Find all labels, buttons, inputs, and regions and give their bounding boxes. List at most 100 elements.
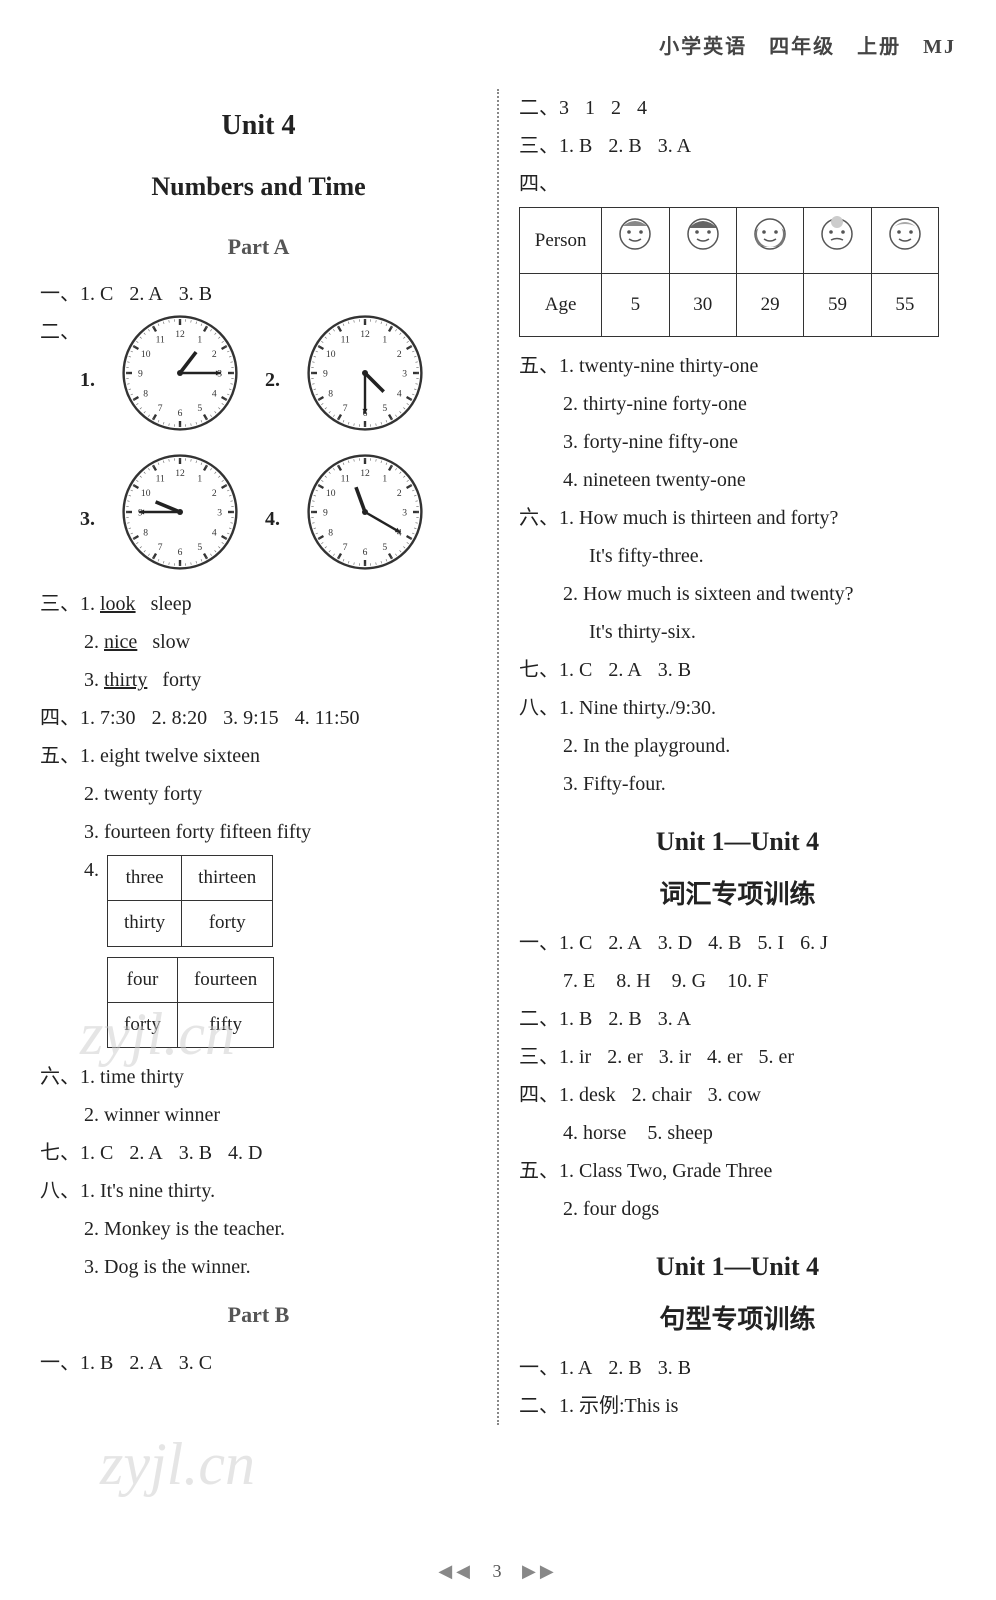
left-column: Unit 4 Numbers and Time Part A 一、 1. C 2… bbox=[40, 89, 477, 1425]
face-cell bbox=[871, 208, 938, 274]
cell: fifty bbox=[177, 1002, 273, 1047]
svg-text:12: 12 bbox=[360, 329, 370, 340]
answer: 2. How much is sixteen and twenty? bbox=[519, 575, 956, 613]
svg-text:10: 10 bbox=[326, 488, 336, 499]
answer: 2. A bbox=[608, 924, 641, 962]
answer: 1. twenty-nine thirty-one bbox=[559, 347, 758, 385]
answer: 8. H bbox=[616, 970, 650, 992]
word: thirty bbox=[104, 669, 147, 691]
cell: three bbox=[108, 856, 182, 901]
answer: 4. er bbox=[707, 1038, 743, 1076]
label: 四、 bbox=[40, 699, 80, 737]
face-cell bbox=[602, 208, 669, 274]
answer: 4. B bbox=[708, 924, 741, 962]
svg-text:4: 4 bbox=[212, 528, 217, 539]
answer: 1. C bbox=[559, 651, 592, 689]
svg-text:12: 12 bbox=[175, 468, 185, 479]
label: 六、 bbox=[40, 1058, 80, 1096]
s1q4-block: 四、 1. desk 2. chair 3. cow 4. horse 5. s… bbox=[519, 1076, 956, 1152]
q6-block: 六、 1. time thirty 2. winner winner bbox=[40, 1058, 477, 1134]
cell: fourteen bbox=[177, 957, 273, 1002]
answer: 2. B bbox=[608, 1000, 641, 1038]
person-age-table: Person Age 5 30 29 59 55 bbox=[519, 207, 939, 337]
answer: 2. A bbox=[129, 1344, 162, 1382]
rq2-row: 二、 3 1 2 4 bbox=[519, 89, 956, 127]
answer: 2. thirty-nine forty-one bbox=[519, 385, 956, 423]
svg-text:11: 11 bbox=[156, 335, 165, 346]
clock-number: 2. bbox=[265, 361, 295, 399]
age-cell: 29 bbox=[736, 274, 803, 337]
svg-text:6: 6 bbox=[178, 409, 183, 420]
svg-text:3: 3 bbox=[402, 369, 407, 380]
answer: 1. C bbox=[80, 1134, 113, 1172]
svg-text:1: 1 bbox=[382, 335, 387, 346]
unit-subtitle: Numbers and Time bbox=[40, 162, 477, 211]
clock-grid: 1. 121234567891011 2. 121234567891011 3.… bbox=[80, 313, 440, 585]
svg-text:4: 4 bbox=[212, 389, 217, 400]
svg-text:11: 11 bbox=[156, 474, 165, 485]
word-table-1: threethirteen thirtyforty bbox=[107, 855, 273, 946]
svg-text:2: 2 bbox=[212, 488, 217, 499]
num: 3. bbox=[84, 669, 99, 691]
word: forty bbox=[162, 669, 201, 691]
answer: 2. A bbox=[129, 275, 162, 313]
rq6-block: 六、 1. How much is thirteen and forty? It… bbox=[519, 499, 956, 651]
answer: 6. J bbox=[800, 924, 828, 962]
answer: 4. horse bbox=[563, 1122, 626, 1144]
answer: 4. D bbox=[228, 1134, 262, 1172]
answer: 3. B bbox=[658, 1349, 691, 1387]
svg-text:4: 4 bbox=[397, 389, 402, 400]
label: 七、 bbox=[519, 651, 559, 689]
answer: 1. A bbox=[559, 1349, 592, 1387]
answer: 4 bbox=[637, 89, 647, 127]
rq7-row: 七、 1. C 2. A 3. B bbox=[519, 651, 956, 689]
page-footer: ◀◀ 3 ▶▶ bbox=[0, 1561, 996, 1582]
part-b-title: Part B bbox=[40, 1294, 477, 1336]
age-cell: 30 bbox=[669, 274, 736, 337]
svg-text:10: 10 bbox=[141, 488, 151, 499]
svg-text:2: 2 bbox=[397, 488, 402, 499]
label: 六、 bbox=[519, 499, 559, 537]
answer: 7. E bbox=[563, 970, 595, 992]
label: 一、 bbox=[40, 275, 80, 313]
age-cell: 5 bbox=[602, 274, 669, 337]
svg-text:9: 9 bbox=[323, 508, 328, 519]
answer: 3. D bbox=[658, 924, 692, 962]
svg-text:1: 1 bbox=[197, 335, 202, 346]
answer: 5. sheep bbox=[647, 1122, 713, 1144]
svg-text:7: 7 bbox=[343, 403, 348, 414]
answer: 3. ir bbox=[659, 1038, 691, 1076]
special1-title1: Unit 1—Unit 4 bbox=[519, 817, 956, 866]
answer: It's fifty-three. bbox=[519, 537, 956, 575]
answer: 3. A bbox=[658, 127, 691, 165]
face-cell bbox=[804, 208, 871, 274]
svg-text:1: 1 bbox=[382, 474, 387, 485]
column-divider bbox=[497, 89, 499, 1425]
cell: forty bbox=[108, 1002, 178, 1047]
rq4-row: 四、 Person Age 5 30 29 bbox=[519, 165, 956, 347]
num: 1. bbox=[80, 593, 95, 615]
answer: 1. Nine thirty./9:30. bbox=[559, 689, 716, 727]
svg-text:10: 10 bbox=[141, 349, 151, 360]
answer: 1. eight twelve sixteen bbox=[80, 737, 260, 775]
footer-left-arrows: ◀◀ bbox=[438, 1561, 474, 1581]
label: 八、 bbox=[519, 689, 559, 727]
label: 一、 bbox=[519, 1349, 559, 1387]
label: 三、 bbox=[40, 585, 80, 623]
answer: 2. chair bbox=[632, 1076, 692, 1114]
answer: 1. B bbox=[559, 1000, 592, 1038]
answer: 3. forty-nine fifty-one bbox=[519, 423, 956, 461]
answer: 10. F bbox=[727, 970, 768, 992]
answer: 1. time thirty bbox=[80, 1058, 184, 1096]
cell: thirty bbox=[108, 901, 182, 946]
svg-text:9: 9 bbox=[138, 369, 143, 380]
svg-text:5: 5 bbox=[382, 542, 387, 553]
clock-number: 4. bbox=[265, 500, 295, 538]
answer: 5. er bbox=[759, 1038, 795, 1076]
svg-text:6: 6 bbox=[178, 548, 183, 559]
label: 二、 bbox=[40, 313, 80, 351]
answer: 2. A bbox=[608, 651, 641, 689]
answer: 3. B bbox=[179, 275, 212, 313]
answer: 2. twenty forty bbox=[40, 775, 477, 813]
svg-text:7: 7 bbox=[158, 403, 163, 414]
